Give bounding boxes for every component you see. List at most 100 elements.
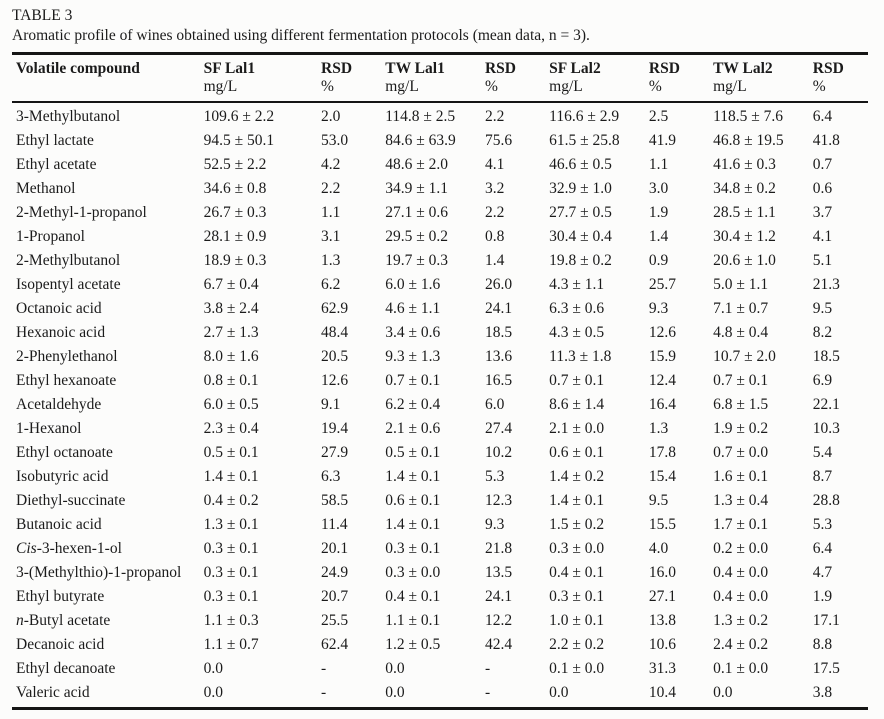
value-cell: 6.3 ± 0.6 xyxy=(549,299,605,317)
compound-name: Methanol xyxy=(16,179,76,197)
compound-name: 1-Hexanol xyxy=(16,419,82,437)
table-row: 2-Phenylethanol 8.0 ± 1.6 20.5 9.3 ± 1.3 13.… xyxy=(12,345,868,369)
column-header: RSD xyxy=(484,59,516,77)
compound-cell: 2-Methylbutanol xyxy=(12,249,200,273)
table-row: Ethyl octanoate 0.5 ± 0.1 27.9 0.5 ± 0.1 10.… xyxy=(12,441,868,465)
value-cell: 61.5 ± 25.8 xyxy=(549,131,620,149)
value-cell: 5.0 ± 1.1 xyxy=(713,275,769,293)
value-cell: 6.2 xyxy=(321,275,341,293)
value-cell: 1.1 xyxy=(648,155,669,173)
compound-italic-prefix: n xyxy=(16,611,24,629)
compound-name: Acetaldehyde xyxy=(16,395,102,413)
value-cell: 19.4 xyxy=(321,419,349,437)
value-cell: 24.1 xyxy=(484,587,513,605)
value-cell: 15.4 xyxy=(648,467,676,485)
table-caption: TABLE 3 Aromatic profile of wines obtain… xyxy=(12,6,868,47)
value-cell: 4.3 ± 0.5 xyxy=(549,323,605,341)
table-row: 2-Methylbutanol 18.9 ± 0.3 1.3 19.7 ± 0.3 1.… xyxy=(12,249,868,273)
value-cell: 84.6 ± 63.9 xyxy=(385,131,456,149)
value-cell: 41.9 xyxy=(648,131,676,149)
value-cell: 1.3 ± 0.4 xyxy=(713,491,769,509)
table-row: Valeric acid 0.0 - 0.0 - 0.0 10.4 0.0 3.8 xyxy=(12,681,868,709)
value-cell: 0.7 ± 0.0 xyxy=(713,443,769,461)
value-cell: 2.2 ± 0.2 xyxy=(549,635,605,653)
table-row: Butanoic acid 1.3 ± 0.1 11.4 1.4 ± 0.1 9.3 1.… xyxy=(12,513,868,537)
value-cell: 0.1 ± 0.0 xyxy=(549,659,605,677)
value-cell: - xyxy=(484,683,491,701)
table-row: Ethyl lactate 94.5 ± 50.1 53.0 84.6 ± 63.9 7… xyxy=(12,129,868,153)
table-caption-label: TABLE 3 xyxy=(12,7,73,24)
compound-name: -3-hexen-1-ol xyxy=(36,539,122,557)
value-cell: 75.6 xyxy=(484,131,513,149)
compound-cell: 3-(Methylthio)-1-propanol xyxy=(12,561,200,585)
column-unit: % xyxy=(648,77,662,95)
compound-cell: Ethyl acetate xyxy=(12,153,200,177)
value-cell: 6.3 xyxy=(321,467,341,485)
value-cell: 27.4 xyxy=(484,419,513,437)
value-cell: 0.4 ± 0.0 xyxy=(713,587,769,605)
value-cell: 9.3 xyxy=(648,299,669,317)
value-cell: 27.1 xyxy=(648,587,676,605)
value-cell: 0.0 xyxy=(713,683,733,701)
value-cell: 3.4 ± 0.6 xyxy=(385,323,441,341)
value-cell: 28.5 ± 1.1 xyxy=(713,203,776,221)
table-row: 1-Propanol 28.1 ± 0.9 3.1 29.5 ± 0.2 0.8 30.4… xyxy=(12,225,868,249)
compound-name: Butanoic acid xyxy=(16,515,102,533)
compound-cell: Ethyl octanoate xyxy=(12,441,200,465)
value-cell: - xyxy=(484,659,491,677)
value-cell: 0.4 ± 0.2 xyxy=(203,491,259,509)
table-caption-description: Aromatic profile of wines obtained using… xyxy=(12,27,590,45)
value-cell: 27.1 ± 0.6 xyxy=(385,203,449,221)
table-header: Volatile compound SF Lal1 RSD TW Lal1 RS… xyxy=(12,53,868,102)
value-cell: 58.5 xyxy=(321,491,349,509)
value-cell: 1.9 xyxy=(648,203,669,221)
value-cell: 28.1 ± 0.9 xyxy=(203,227,267,245)
compound-cell: Butanoic acid xyxy=(12,513,200,537)
value-cell: 1.4 ± 0.1 xyxy=(385,467,441,485)
value-cell: 1.1 ± 0.1 xyxy=(385,611,441,629)
value-cell: 0.3 ± 0.0 xyxy=(385,563,441,581)
compound-name: Valeric acid xyxy=(16,683,90,701)
value-cell: 9.5 xyxy=(648,491,669,509)
value-cell: 30.4 ± 1.2 xyxy=(713,227,776,245)
value-cell: 18.5 xyxy=(484,323,513,341)
value-cell: 2.2 xyxy=(484,107,505,125)
compound-name: -Butyl acetate xyxy=(23,611,111,629)
table-row: Isopentyl acetate 6.7 ± 0.4 6.2 6.0 ± 1.6 26… xyxy=(12,273,868,297)
value-cell: 12.4 xyxy=(648,371,676,389)
column-header: TW Lal1 xyxy=(385,59,445,77)
value-cell: 17.5 xyxy=(812,659,840,677)
value-cell: 0.6 ± 0.1 xyxy=(549,443,605,461)
value-cell: 3.8 ± 2.4 xyxy=(203,299,259,317)
value-cell: 2.5 xyxy=(648,107,669,125)
compound-name: 3-(Methylthio)-1-propanol xyxy=(16,563,182,581)
value-cell: - xyxy=(321,683,327,701)
value-cell: 46.8 ± 19.5 xyxy=(713,131,784,149)
value-cell: 1.4 ± 0.1 xyxy=(549,491,605,509)
compound-cell: Ethyl decanoate xyxy=(12,657,200,681)
value-cell: 4.0 xyxy=(648,539,669,557)
value-cell: 2.1 ± 0.0 xyxy=(549,419,605,437)
column-unit: mg/L xyxy=(549,77,583,95)
table-row: Ethyl acetate 52.5 ± 2.2 4.2 48.6 ± 2.0 4.1 4… xyxy=(12,153,868,177)
value-cell: 9.5 xyxy=(812,299,833,317)
value-cell: 4.3 ± 1.1 xyxy=(549,275,605,293)
value-cell: 28.8 xyxy=(812,491,840,509)
value-cell: 6.8 ± 1.5 xyxy=(713,395,769,413)
value-cell: 24.1 xyxy=(484,299,513,317)
value-cell: 46.6 ± 0.5 xyxy=(549,155,612,173)
value-cell: 1.0 ± 0.1 xyxy=(549,611,605,629)
value-cell: 0.8 ± 0.1 xyxy=(203,371,259,389)
compound-cell: Methanol xyxy=(12,177,200,201)
value-cell: 17.8 xyxy=(648,443,676,461)
value-cell: 41.8 xyxy=(812,131,840,149)
compound-name: Octanoic acid xyxy=(16,299,102,317)
compound-name: Ethyl butyrate xyxy=(16,587,105,605)
value-cell: 3.2 xyxy=(484,179,505,197)
compound-name: 2-Phenylethanol xyxy=(16,347,118,365)
compound-cell: n-Butyl acetate xyxy=(12,609,200,633)
value-cell: 1.1 xyxy=(321,203,341,221)
compound-name: Ethyl octanoate xyxy=(16,443,113,461)
table-row: 3-Methylbutanol 109.6 ± 2.2 2.0 114.8 ± 2.5… xyxy=(12,102,868,129)
